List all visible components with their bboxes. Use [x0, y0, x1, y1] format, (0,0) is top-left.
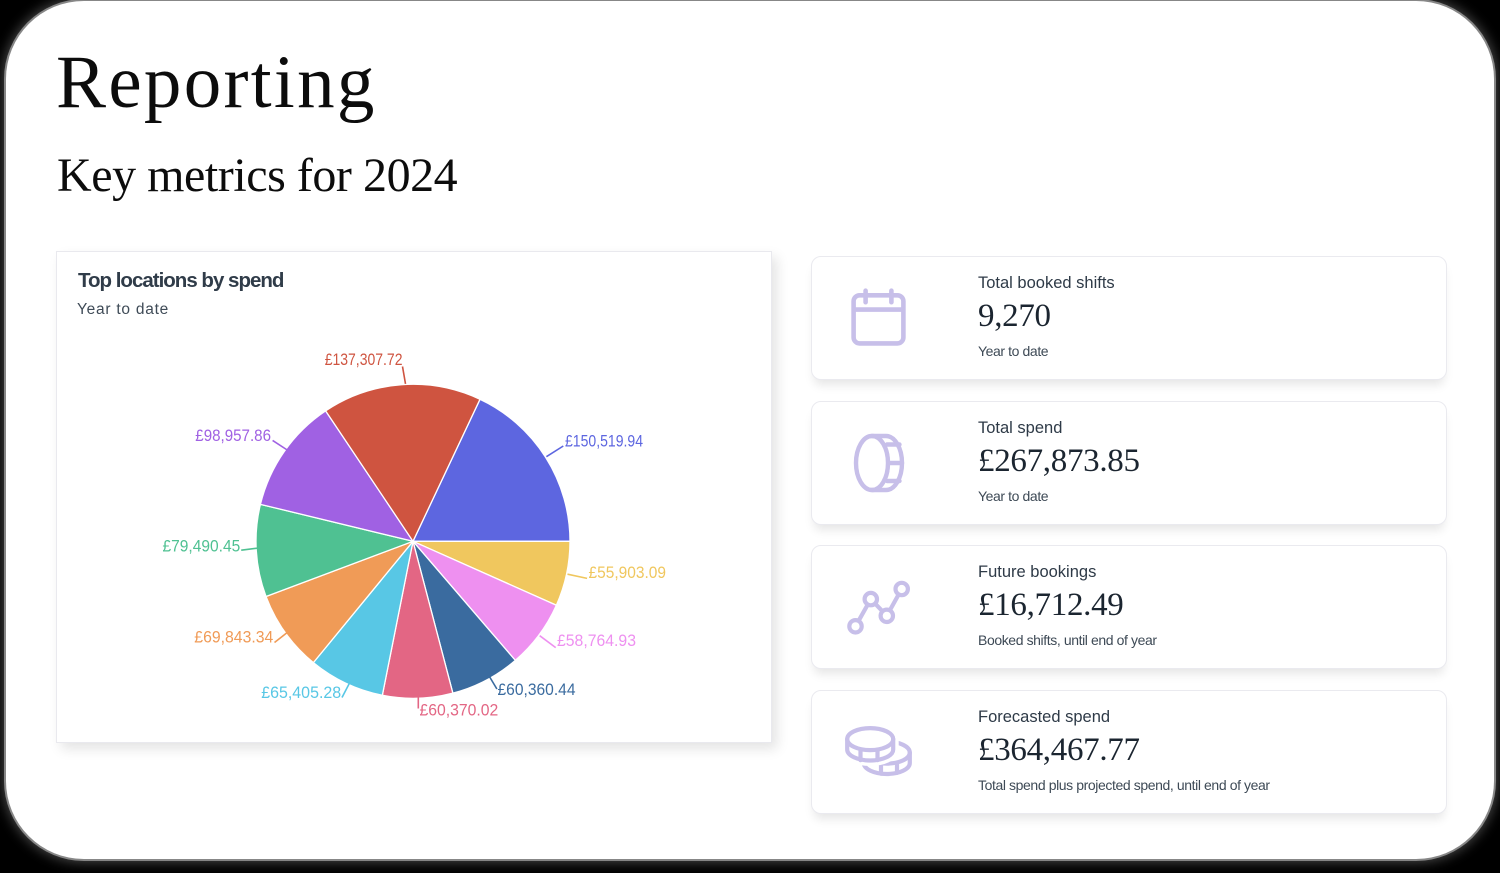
svg-text:£79,490.45: £79,490.45 — [163, 538, 241, 556]
svg-text:£58,764.93: £58,764.93 — [557, 632, 636, 650]
svg-text:£98,957.86: £98,957.86 — [195, 427, 271, 445]
svg-text:£150,519.94: £150,519.94 — [565, 433, 643, 451]
svg-text:£137,307.72: £137,307.72 — [325, 351, 403, 369]
svg-text:£60,370.02: £60,370.02 — [420, 702, 499, 720]
svg-text:£65,405.28: £65,405.28 — [261, 684, 341, 702]
svg-text:£69,843.34: £69,843.34 — [194, 629, 273, 647]
svg-text:£60,360.44: £60,360.44 — [498, 681, 576, 699]
svg-text:£55,903.09: £55,903.09 — [589, 564, 667, 582]
